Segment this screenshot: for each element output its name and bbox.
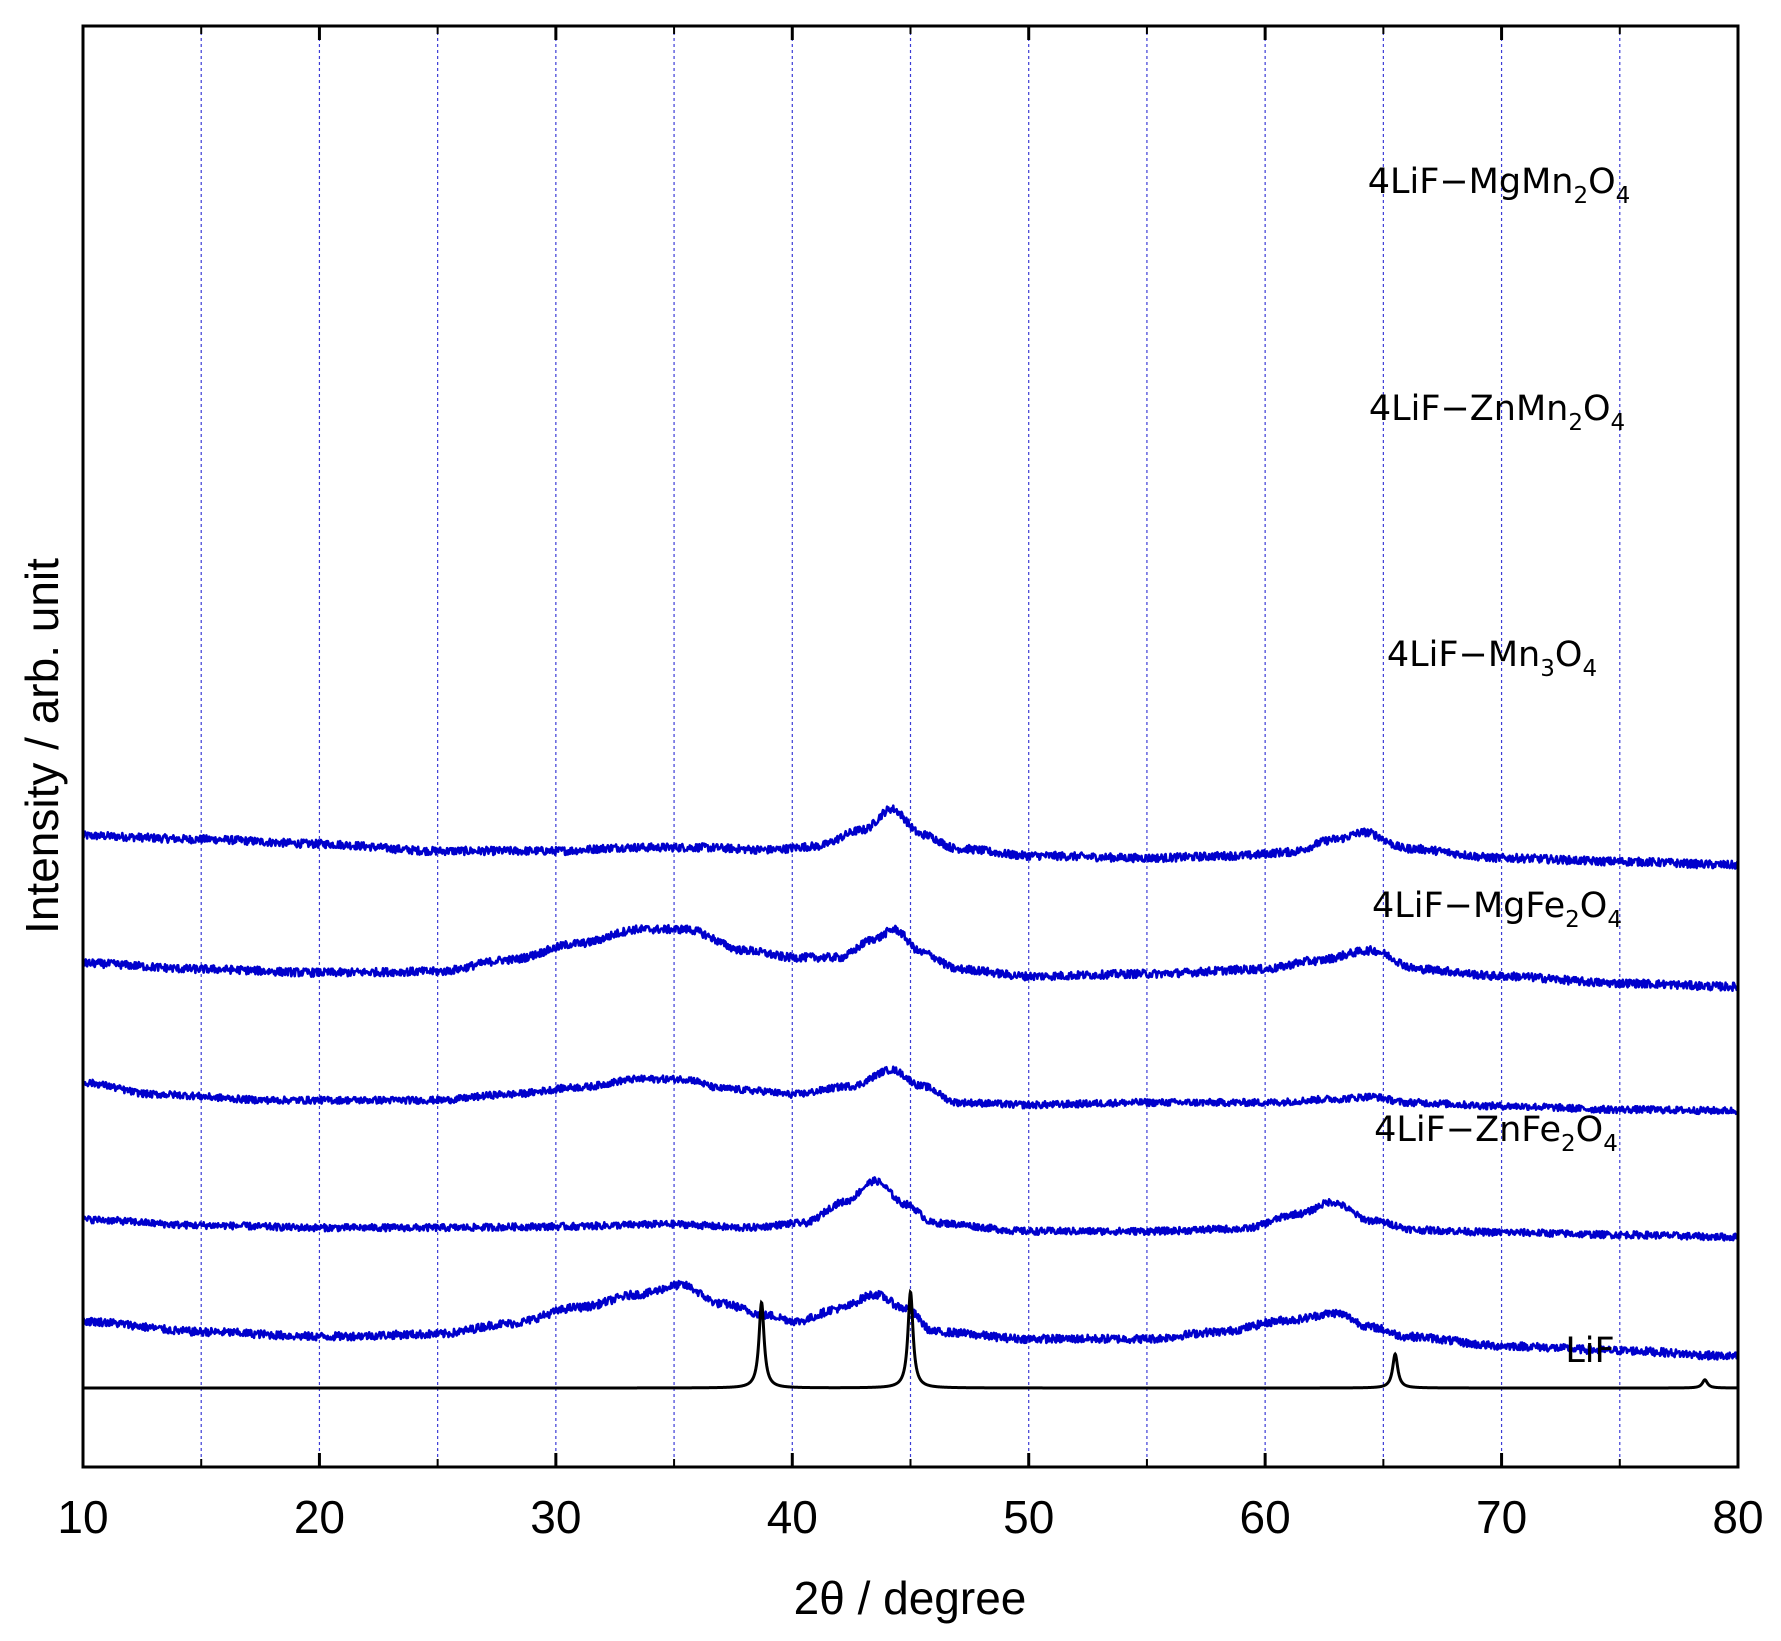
x-axis-title: 2θ / degree — [794, 1572, 1027, 1624]
series-line-5 — [81, 1279, 1740, 1361]
series-line-2 — [82, 923, 1740, 993]
series-labels: 4LiF−MgMn2O4 4LiF−ZnMn2O4 4LiF−Mn3O4 4LiF−M… — [1368, 162, 1631, 1371]
series-label: LiF — [1565, 1331, 1614, 1371]
x-axis-ticks — [81, 26, 1740, 1467]
x-tick-label: 10 — [57, 1491, 108, 1543]
series-traces — [81, 804, 1740, 1390]
series-line-lif — [83, 1288, 1738, 1390]
series-line-1 — [81, 804, 1739, 870]
vertical-gridlines — [200, 26, 1621, 1467]
series-label: 4LiF−ZnFe2O4 — [1374, 1110, 1618, 1157]
x-tick-label: 20 — [294, 1491, 345, 1543]
series-label: 4LiF−MgMn2O4 — [1368, 162, 1631, 209]
series-label: 4LiF−Mn3O4 — [1387, 635, 1597, 682]
y-axis-title: Intensity / arb. unit — [16, 558, 68, 934]
x-tick-label: 80 — [1712, 1491, 1763, 1543]
series-line-3 — [81, 1065, 1739, 1116]
x-tick-label: 50 — [1003, 1491, 1054, 1543]
x-tick-label: 30 — [530, 1491, 581, 1543]
x-tick-label: 70 — [1476, 1491, 1527, 1543]
x-tick-label: 60 — [1240, 1491, 1291, 1543]
series-line-4 — [81, 1176, 1739, 1242]
x-tick-label: 40 — [767, 1491, 818, 1543]
x-tick-labels: 10 20 30 40 50 60 70 80 — [57, 1491, 1763, 1543]
series-label: 4LiF−MgFe2O4 — [1372, 886, 1622, 933]
series-label: 4LiF−ZnMn2O4 — [1369, 389, 1625, 436]
